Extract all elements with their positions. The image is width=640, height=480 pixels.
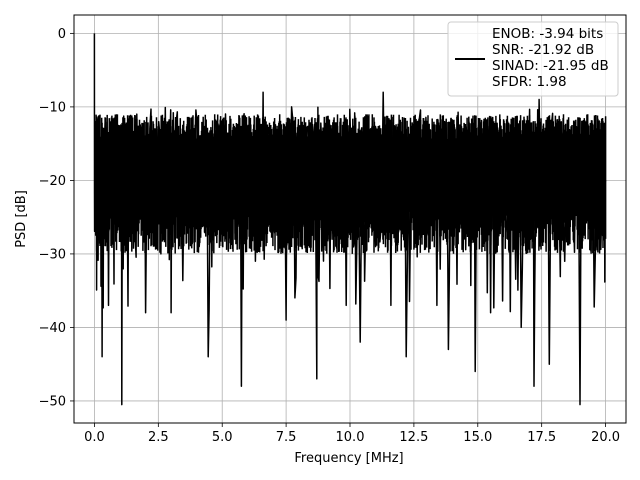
y-tick-label: −10 bbox=[39, 100, 66, 115]
legend-line-enob: ENOB: -3.94 bits bbox=[492, 26, 603, 42]
x-tick-label: 20.0 bbox=[591, 430, 620, 445]
x-tick-label: 17.5 bbox=[527, 430, 556, 445]
x-tick-label: 5.0 bbox=[212, 430, 233, 445]
legend-line-sinad: SINAD: -21.95 dB bbox=[492, 58, 609, 74]
psd-series-line bbox=[93, 33, 607, 406]
y-tick-label: −20 bbox=[39, 174, 66, 189]
legend: ENOB: -3.94 bits SNR: -21.92 dB SINAD: -… bbox=[447, 21, 619, 97]
x-tick-label: 12.5 bbox=[399, 430, 428, 445]
x-tick-label: 2.5 bbox=[148, 430, 169, 445]
y-axis-label: PSD [dB] bbox=[14, 190, 29, 248]
y-tick-label: −30 bbox=[39, 247, 66, 262]
legend-line-sfdr: SFDR: 1.98 bbox=[492, 74, 567, 90]
y-tick-label: 0 bbox=[58, 27, 66, 42]
legend-line-snr: SNR: -21.92 dB bbox=[492, 42, 594, 58]
legend-box bbox=[447, 21, 619, 97]
y-axis: 0 −10 −20 −30 −40 −50 bbox=[39, 27, 74, 409]
x-axis-label: Frequency [MHz] bbox=[294, 451, 403, 466]
x-axis: 0.0 2.5 5.0 7.5 10.0 12.5 15.0 17.5 20.0 bbox=[84, 423, 620, 445]
x-tick-label: 0.0 bbox=[84, 430, 105, 445]
x-tick-label: 7.5 bbox=[276, 430, 297, 445]
series-layer bbox=[93, 33, 607, 406]
y-tick-label: −40 bbox=[39, 321, 66, 336]
x-tick-label: 15.0 bbox=[463, 430, 492, 445]
x-tick-label: 10.0 bbox=[336, 430, 365, 445]
y-tick-label: −50 bbox=[39, 394, 66, 409]
